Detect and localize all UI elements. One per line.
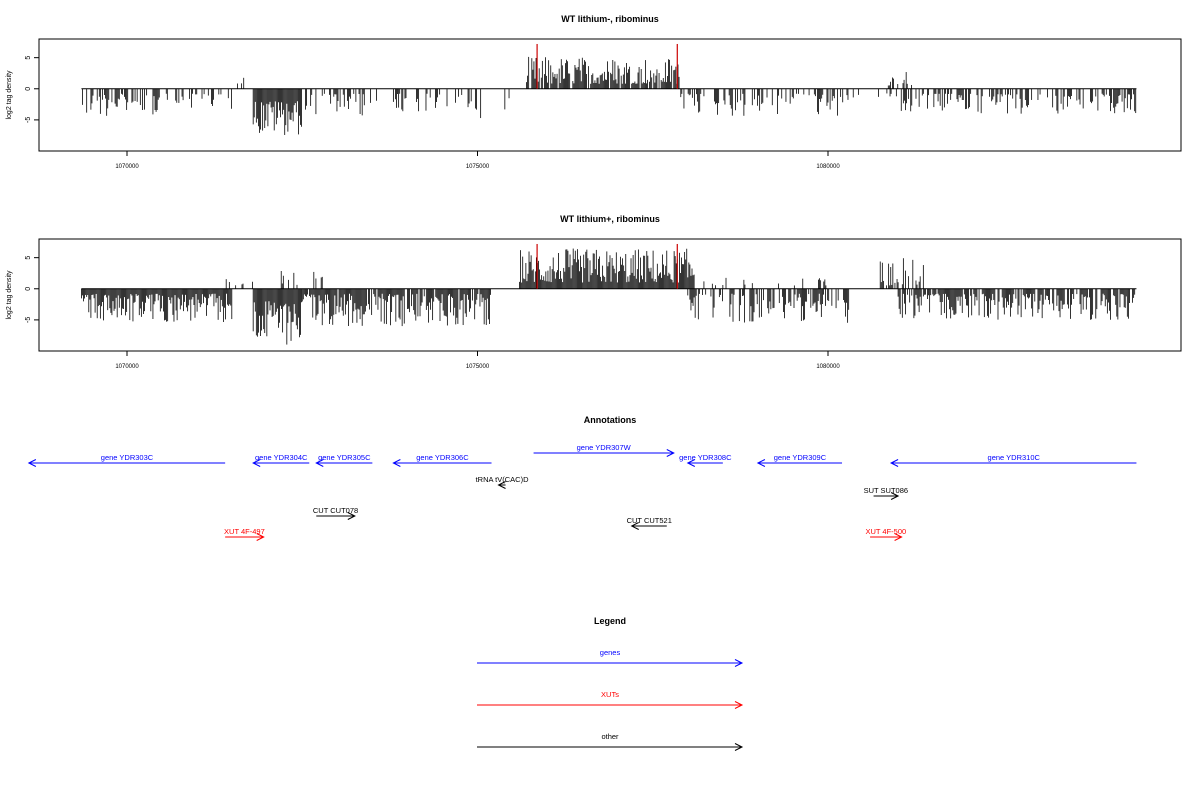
panel-title: WT lithium-, ribominus [561,14,659,24]
x-tick-label: 1080000 [816,364,840,370]
x-tick-label: 1075000 [466,364,490,370]
legend-item: other [477,732,744,751]
annotation-feature: XUT 4F-497 [224,527,265,541]
feature-arrowhead [756,459,766,467]
coverage-panel-lithium-minus: WT lithium-, ribominus log2 tag density … [6,14,1182,170]
feature-arrowhead [497,481,506,489]
y-tick-label: 0 [25,87,32,91]
highlight-markers [536,43,678,89]
annotation-feature: SUT SUT086 [864,486,908,500]
x-tick-label: 1080000 [816,164,840,170]
annotation-feature: gene YDR310C [889,453,1137,467]
coverage-panel-lithium-plus: WT lithium+, ribominus log2 tag density … [6,214,1182,370]
feature-label: XUT 4F-497 [224,527,265,536]
legend-items: genes XUTs other [477,648,744,751]
annotations-title: Annotations [584,415,637,425]
feature-label: gene YDR307W [577,443,632,452]
plot-frame [38,238,1182,352]
feature-label: CUT CUT521 [627,516,672,525]
feature-arrowhead [347,512,356,520]
legend-item: genes [477,648,744,667]
feature-arrowhead [252,459,261,467]
y-tick-label: 5 [25,256,32,260]
coverage-bars [82,56,1137,135]
annotation-feature: tRNA tV(CAC)D [476,475,530,489]
legend-arrowhead [734,743,744,751]
feature-label: tRNA tV(CAC)D [476,475,530,484]
legend-arrowhead [734,701,744,709]
legend-label: genes [600,648,621,657]
annotation-feature: gene YDR306C [392,453,492,467]
y-axis-label: log2 tag density [6,270,13,320]
annotation-feature: XUT 4F-500 [865,527,906,541]
annotation-feature: gene YDR307W [533,443,675,457]
y-tick-label: -5 [25,117,32,123]
feature-arrowhead [894,533,903,541]
annotation-feature: gene YDR309C [756,453,843,467]
plot-frame [38,38,1182,152]
legend-label: other [601,732,619,741]
feature-label: gene YDR303C [101,453,154,462]
annotation-feature: gene YDR305C [315,453,373,467]
x-tick-label: 1070000 [115,164,139,170]
feature-label: CUT CUT078 [313,506,358,515]
y-tick-label: 0 [25,287,32,291]
legend-arrowhead [734,659,744,667]
annotation-feature: gene YDR308C [679,453,732,467]
feature-arrowhead [256,533,265,541]
x-tick-label: 1070000 [115,364,139,370]
feature-label: XUT 4F-500 [865,527,906,536]
annotation-feature: CUT CUT521 [627,516,672,530]
feature-arrowhead [392,459,401,467]
x-axis: 1070000 1075000 1080000 [115,151,840,170]
feature-label: gene YDR310C [988,453,1041,462]
feature-arrowhead [27,459,37,467]
highlight-markers [536,243,678,289]
y-tick-label: -5 [25,317,32,323]
feature-label: gene YDR308C [679,453,732,462]
panel-title: WT lithium+, ribominus [560,214,660,224]
feature-arrowhead [630,522,639,530]
feature-arrowhead [889,459,899,467]
x-axis: 1070000 1075000 1080000 [115,351,840,370]
coverage-bars [81,248,1136,345]
annotation-feature: gene YDR303C [27,453,226,467]
feature-arrowhead [890,492,900,500]
legend-label: XUTs [601,690,619,699]
y-tick-label: 5 [25,56,32,60]
y-axis-label: log2 tag density [6,70,13,120]
annotation-feature: CUT CUT078 [313,506,358,520]
feature-label: gene YDR304C [255,453,308,462]
legend-item: XUTs [477,690,744,709]
y-axis: -5 0 5 [25,56,39,123]
annotation-feature: gene YDR304C [252,453,310,467]
annotations-track: Annotations gene YDR303C gene YDR304C gene… [27,415,1137,541]
feature-label: gene YDR305C [318,453,371,462]
annotation-features: gene YDR303C gene YDR304C gene YDR305C gene… [27,443,1137,541]
feature-label: SUT SUT086 [864,486,908,495]
feature-arrowhead [686,459,696,467]
y-axis: -5 0 5 [25,256,39,323]
feature-label: gene YDR306C [416,453,469,462]
x-tick-label: 1075000 [466,164,490,170]
legend: Legend genes XUTs other [477,616,744,751]
legend-title: Legend [594,616,626,626]
feature-arrowhead [666,449,675,457]
feature-arrowhead [315,459,324,467]
feature-label: gene YDR309C [774,453,827,462]
